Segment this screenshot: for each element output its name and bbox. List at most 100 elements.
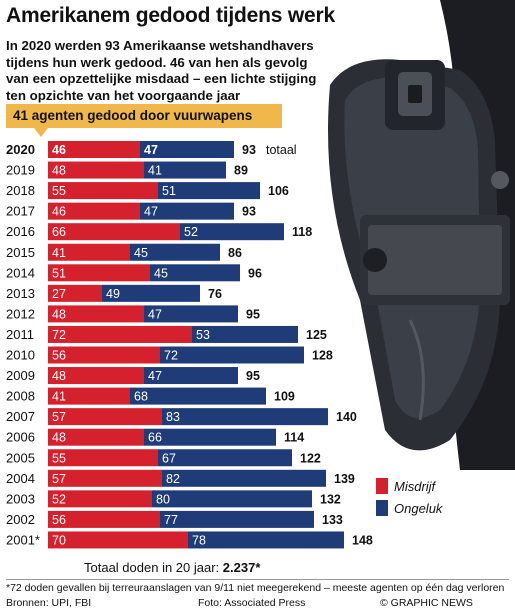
year-label: 2007 xyxy=(6,409,35,424)
bar-misdrijf xyxy=(48,182,158,200)
photo-credit: Foto: Associated Press xyxy=(198,597,306,609)
year-label: 2003 xyxy=(6,491,35,506)
value-label-ongeluk: 83 xyxy=(166,410,180,424)
legend-label-misdrijf: Misdrijf xyxy=(394,478,436,494)
year-label: 2006 xyxy=(6,430,35,445)
value-label-ongeluk: 68 xyxy=(134,390,148,404)
value-label-ongeluk: 45 xyxy=(134,246,148,260)
value-label-ongeluk: 45 xyxy=(154,266,168,280)
total-label: 133 xyxy=(322,513,343,527)
bar-ongeluk xyxy=(140,141,234,158)
value-label-misdrijf: 52 xyxy=(52,492,66,506)
total-label: 106 xyxy=(268,184,289,198)
callout-text: agenten gedood door vuurwapens xyxy=(28,108,253,123)
holster-photo xyxy=(290,0,515,470)
year-label: 2005 xyxy=(6,450,35,465)
bar-ongeluk xyxy=(144,428,276,446)
legend-swatch-misdrijf xyxy=(376,478,388,494)
value-label-misdrijf: 48 xyxy=(52,307,66,321)
value-label-misdrijf: 48 xyxy=(52,164,66,178)
value-label-misdrijf: 41 xyxy=(52,246,66,260)
value-label-misdrijf: 51 xyxy=(52,266,66,280)
value-label-misdrijf: 27 xyxy=(52,287,66,301)
bar-ongeluk xyxy=(180,223,284,241)
value-label-misdrijf: 57 xyxy=(52,410,66,424)
bar-ongeluk xyxy=(140,202,234,220)
value-label-misdrijf: 46 xyxy=(52,143,66,157)
total-value: 2.237* xyxy=(222,560,261,575)
bar-ongeluk xyxy=(150,264,240,282)
firearms-callout: 41 agenten gedood door vuurwapens xyxy=(6,104,282,128)
value-label-ongeluk: 49 xyxy=(106,287,120,301)
value-label-misdrijf: 55 xyxy=(52,451,66,465)
bar-ongeluk xyxy=(144,161,226,179)
total-label: 89 xyxy=(234,164,248,178)
year-label: 2001* xyxy=(6,532,40,547)
year-label: 2009 xyxy=(6,368,35,383)
bar-ongeluk xyxy=(130,243,220,261)
total-label: 125 xyxy=(306,328,327,342)
total-suffix: totaal xyxy=(266,143,297,157)
value-label-misdrijf: 56 xyxy=(52,349,66,363)
year-label: 2020 xyxy=(6,142,35,157)
footer-divider xyxy=(6,579,509,580)
year-label: 2011 xyxy=(6,327,34,342)
bar-misdrijf xyxy=(48,325,192,343)
year-label: 2004 xyxy=(6,471,35,486)
bar-ongeluk xyxy=(162,469,326,487)
value-label-ongeluk: 78 xyxy=(192,533,206,547)
intro-text: In 2020 werden 93 Amerikaanse wetshandha… xyxy=(6,38,317,103)
value-label-misdrijf: 72 xyxy=(52,328,66,342)
bar-ongeluk xyxy=(144,367,238,385)
value-label-ongeluk: 80 xyxy=(156,492,170,506)
year-label: 2017 xyxy=(6,204,35,219)
bar-misdrijf xyxy=(48,284,102,302)
bar-misdrijf xyxy=(48,531,188,549)
bar-ongeluk xyxy=(158,449,292,467)
legend-ongeluk: Ongeluk xyxy=(376,498,442,518)
value-label-misdrijf: 55 xyxy=(52,184,66,198)
value-label-misdrijf: 66 xyxy=(52,225,66,239)
total-label: 128 xyxy=(312,349,333,363)
bar-misdrijf xyxy=(48,428,144,446)
bar-ongeluk xyxy=(102,284,200,302)
value-label-ongeluk: 66 xyxy=(148,431,162,445)
value-label-ongeluk: 77 xyxy=(164,513,178,527)
bar-misdrijf xyxy=(48,264,150,282)
value-label-ongeluk: 47 xyxy=(148,369,162,383)
legend: Misdrijf Ongeluk xyxy=(376,476,442,520)
value-label-misdrijf: 41 xyxy=(52,390,66,404)
bar-misdrijf xyxy=(48,408,162,426)
year-label: 2013 xyxy=(6,286,35,301)
bar-ongeluk xyxy=(160,346,304,364)
bar-misdrijf xyxy=(48,243,130,261)
total-label: 86 xyxy=(228,246,242,260)
legend-label-ongeluk: Ongeluk xyxy=(394,500,443,516)
total-label: Totaal doden in 20 jaar: xyxy=(84,560,223,575)
value-label-ongeluk: 41 xyxy=(148,164,162,178)
footnote: *72 doden gevallen bij terreuraanslagen … xyxy=(6,582,505,594)
bar-ongeluk xyxy=(158,182,260,200)
value-label-ongeluk: 72 xyxy=(164,349,178,363)
year-label: 2018 xyxy=(6,183,35,198)
total-label: 96 xyxy=(248,266,262,280)
total-label: 122 xyxy=(300,451,321,465)
year-label: 2016 xyxy=(6,224,35,239)
chart-title: Amerikanem gedood tijdens werk xyxy=(6,4,335,27)
total-label: 132 xyxy=(320,492,341,506)
bar-misdrijf xyxy=(48,141,140,158)
legend-swatch-ongeluk xyxy=(376,500,388,516)
total-label: 93 xyxy=(242,205,256,219)
total-label: 93 xyxy=(242,143,256,157)
bar-misdrijf xyxy=(48,367,144,385)
sources: Bronnen: UPI, FBI xyxy=(6,597,92,609)
year-label: 2015 xyxy=(6,245,35,260)
total-label: 148 xyxy=(352,533,373,547)
bar-ongeluk xyxy=(130,387,266,405)
legend-misdrijf: Misdrijf xyxy=(376,476,442,496)
value-label-ongeluk: 47 xyxy=(148,307,162,321)
total-label: 118 xyxy=(292,225,312,239)
bar-ongeluk xyxy=(160,510,314,528)
twenty-year-total: Totaal doden in 20 jaar: 2.237* xyxy=(84,560,260,575)
